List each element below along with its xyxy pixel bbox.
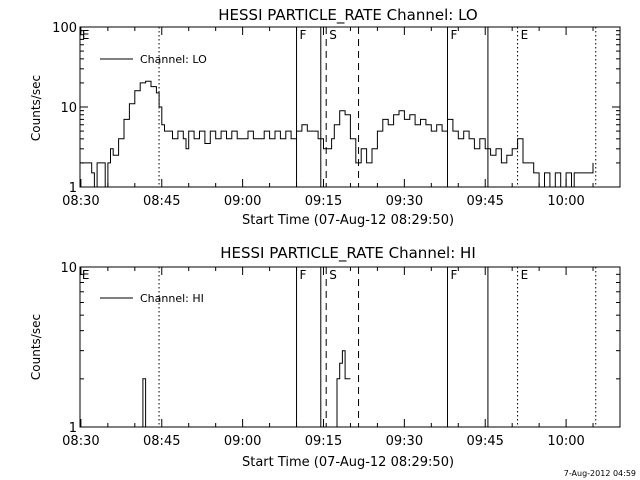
lo-channel-panel: HESSI PARTICLE_RATE Channel: LO Counts/s… bbox=[29, 6, 621, 228]
lo-x-tick-label: 08:45 bbox=[143, 194, 180, 209]
lo-x-tick-label: 09:45 bbox=[466, 194, 503, 209]
lo-legend-label: Channel: LO bbox=[140, 53, 207, 66]
hi-x-tick-label: 09:30 bbox=[386, 434, 423, 449]
lo-y-tick-label: 100 bbox=[52, 21, 77, 36]
hi-y-tick-label: 1 bbox=[69, 421, 77, 436]
lo-x-tick-label: 09:15 bbox=[305, 194, 342, 209]
hi-x-tick-label: 09:15 bbox=[305, 434, 342, 449]
lo-marker-label: E bbox=[521, 28, 529, 42]
hi-y-tick-label: 10 bbox=[60, 261, 77, 276]
lo-y-tick-label: 1 bbox=[69, 181, 77, 196]
hi-x-tick-label: 09:45 bbox=[466, 434, 503, 449]
lo-x-axis-label: Start Time (07-Aug-12 08:29:50) bbox=[242, 213, 454, 228]
hi-series-line bbox=[334, 350, 351, 428]
lo-series-line bbox=[80, 80, 594, 188]
hi-legend-label: Channel: HI bbox=[140, 292, 204, 305]
hi-x-tick-label: 08:30 bbox=[62, 434, 99, 449]
lo-y-axis-label: Counts/sec bbox=[29, 75, 43, 141]
hi-marker-label: F bbox=[450, 268, 457, 282]
lo-marker-label: S bbox=[329, 28, 337, 42]
hi-marker-label: S bbox=[329, 268, 337, 282]
hi-edge-label: E bbox=[82, 268, 90, 282]
hi-x-tick-label: 08:45 bbox=[143, 434, 180, 449]
hi-channel-panel: HESSI PARTICLE_RATE Channel: HI Counts/s… bbox=[29, 244, 621, 470]
lo-y-tick-label: 10 bbox=[60, 101, 77, 116]
lo-x-tick-label: 10:00 bbox=[547, 194, 584, 209]
lo-x-tick-label: 09:30 bbox=[386, 194, 423, 209]
lo-marker-label: F bbox=[450, 28, 457, 42]
hi-marker-label: E bbox=[521, 268, 529, 282]
lo-edge-label: E bbox=[82, 28, 90, 42]
lo-x-tick-label: 09:00 bbox=[224, 194, 261, 209]
hi-plot-frame bbox=[79, 266, 621, 428]
hi-series-line bbox=[140, 378, 147, 428]
lo-chart-title: HESSI PARTICLE_RATE Channel: LO bbox=[218, 6, 477, 25]
hi-marker-label: F bbox=[300, 268, 307, 282]
hi-x-tick-label: 10:00 bbox=[547, 434, 584, 449]
lo-x-tick-label: 08:30 bbox=[62, 194, 99, 209]
lo-marker-label: F bbox=[300, 28, 307, 42]
hi-x-axis-label: Start Time (07-Aug-12 08:29:50) bbox=[242, 455, 454, 470]
hi-chart-title: HESSI PARTICLE_RATE Channel: HI bbox=[220, 244, 476, 263]
hi-y-axis-label: Counts/sec bbox=[29, 314, 43, 380]
footer-timestamp: 7-Aug-2012 04:59 bbox=[564, 469, 636, 478]
hi-x-tick-label: 09:00 bbox=[224, 434, 261, 449]
